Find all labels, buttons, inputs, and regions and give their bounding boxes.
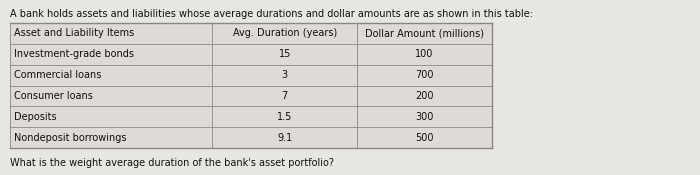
Text: 7: 7 bbox=[281, 91, 288, 101]
Text: A bank holds assets and liabilities whose average durations and dollar amounts a: A bank holds assets and liabilities whos… bbox=[10, 9, 533, 19]
Text: 300: 300 bbox=[415, 112, 434, 122]
Text: 200: 200 bbox=[415, 91, 434, 101]
Text: 15: 15 bbox=[279, 49, 291, 59]
Text: Investment-grade bonds: Investment-grade bonds bbox=[14, 49, 134, 59]
Text: What is the weight average duration of the bank's asset portfolio?: What is the weight average duration of t… bbox=[10, 158, 334, 168]
Text: Asset and Liability Items: Asset and Liability Items bbox=[14, 28, 134, 38]
Bar bbox=[10, 23, 492, 148]
Text: 500: 500 bbox=[415, 133, 434, 143]
Text: Commercial loans: Commercial loans bbox=[14, 70, 101, 80]
Text: Dollar Amount (millions): Dollar Amount (millions) bbox=[365, 28, 484, 38]
Text: Consumer loans: Consumer loans bbox=[14, 91, 93, 101]
Text: Avg. Duration (years): Avg. Duration (years) bbox=[232, 28, 337, 38]
Text: 700: 700 bbox=[415, 70, 434, 80]
Text: 9.1: 9.1 bbox=[277, 133, 293, 143]
Text: Deposits: Deposits bbox=[14, 112, 57, 122]
Text: Nondeposit borrowings: Nondeposit borrowings bbox=[14, 133, 127, 143]
Text: 3: 3 bbox=[281, 70, 288, 80]
Text: 1.5: 1.5 bbox=[277, 112, 293, 122]
Text: 100: 100 bbox=[415, 49, 434, 59]
